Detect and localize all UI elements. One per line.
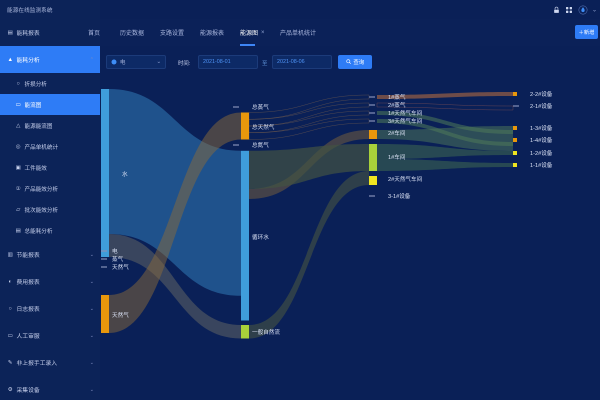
- svg-text:1-3#设备: 1-3#设备: [530, 124, 553, 132]
- svg-text:1-1#设备: 1-1#设备: [530, 161, 553, 169]
- svg-text:总天然气: 总天然气: [252, 123, 275, 131]
- svg-text:总蒸气: 总蒸气: [252, 103, 269, 111]
- svg-text:3-1#设备: 3-1#设备: [388, 192, 411, 200]
- svg-text:1#车间: 1#车间: [388, 153, 406, 161]
- svg-text:3#天然气车间: 3#天然气车间: [388, 117, 423, 125]
- svg-text:1-2#设备: 1-2#设备: [530, 149, 553, 157]
- svg-text:总氮气: 总氮气: [252, 141, 269, 149]
- svg-text:蒸气: 蒸气: [112, 255, 124, 263]
- svg-text:水: 水: [122, 170, 128, 178]
- svg-text:2-2#设备: 2-2#设备: [530, 90, 553, 98]
- svg-text:2#车间: 2#车间: [388, 129, 406, 137]
- svg-text:一般自然流: 一般自然流: [252, 328, 280, 336]
- svg-text:电: 电: [112, 247, 118, 255]
- svg-text:循环水: 循环水: [252, 233, 269, 241]
- svg-text:2-1#设备: 2-1#设备: [530, 102, 553, 110]
- svg-text:2#蒸气: 2#蒸气: [388, 101, 406, 109]
- svg-text:天然气: 天然气: [112, 311, 129, 319]
- svg-text:1#蒸气: 1#蒸气: [388, 93, 406, 101]
- svg-text:2#天然气车间: 2#天然气车间: [388, 175, 423, 183]
- svg-text:1-4#设备: 1-4#设备: [530, 136, 553, 144]
- svg-text:天然气: 天然气: [112, 263, 129, 271]
- svg-text:1#天然气车间: 1#天然气车间: [388, 109, 423, 117]
